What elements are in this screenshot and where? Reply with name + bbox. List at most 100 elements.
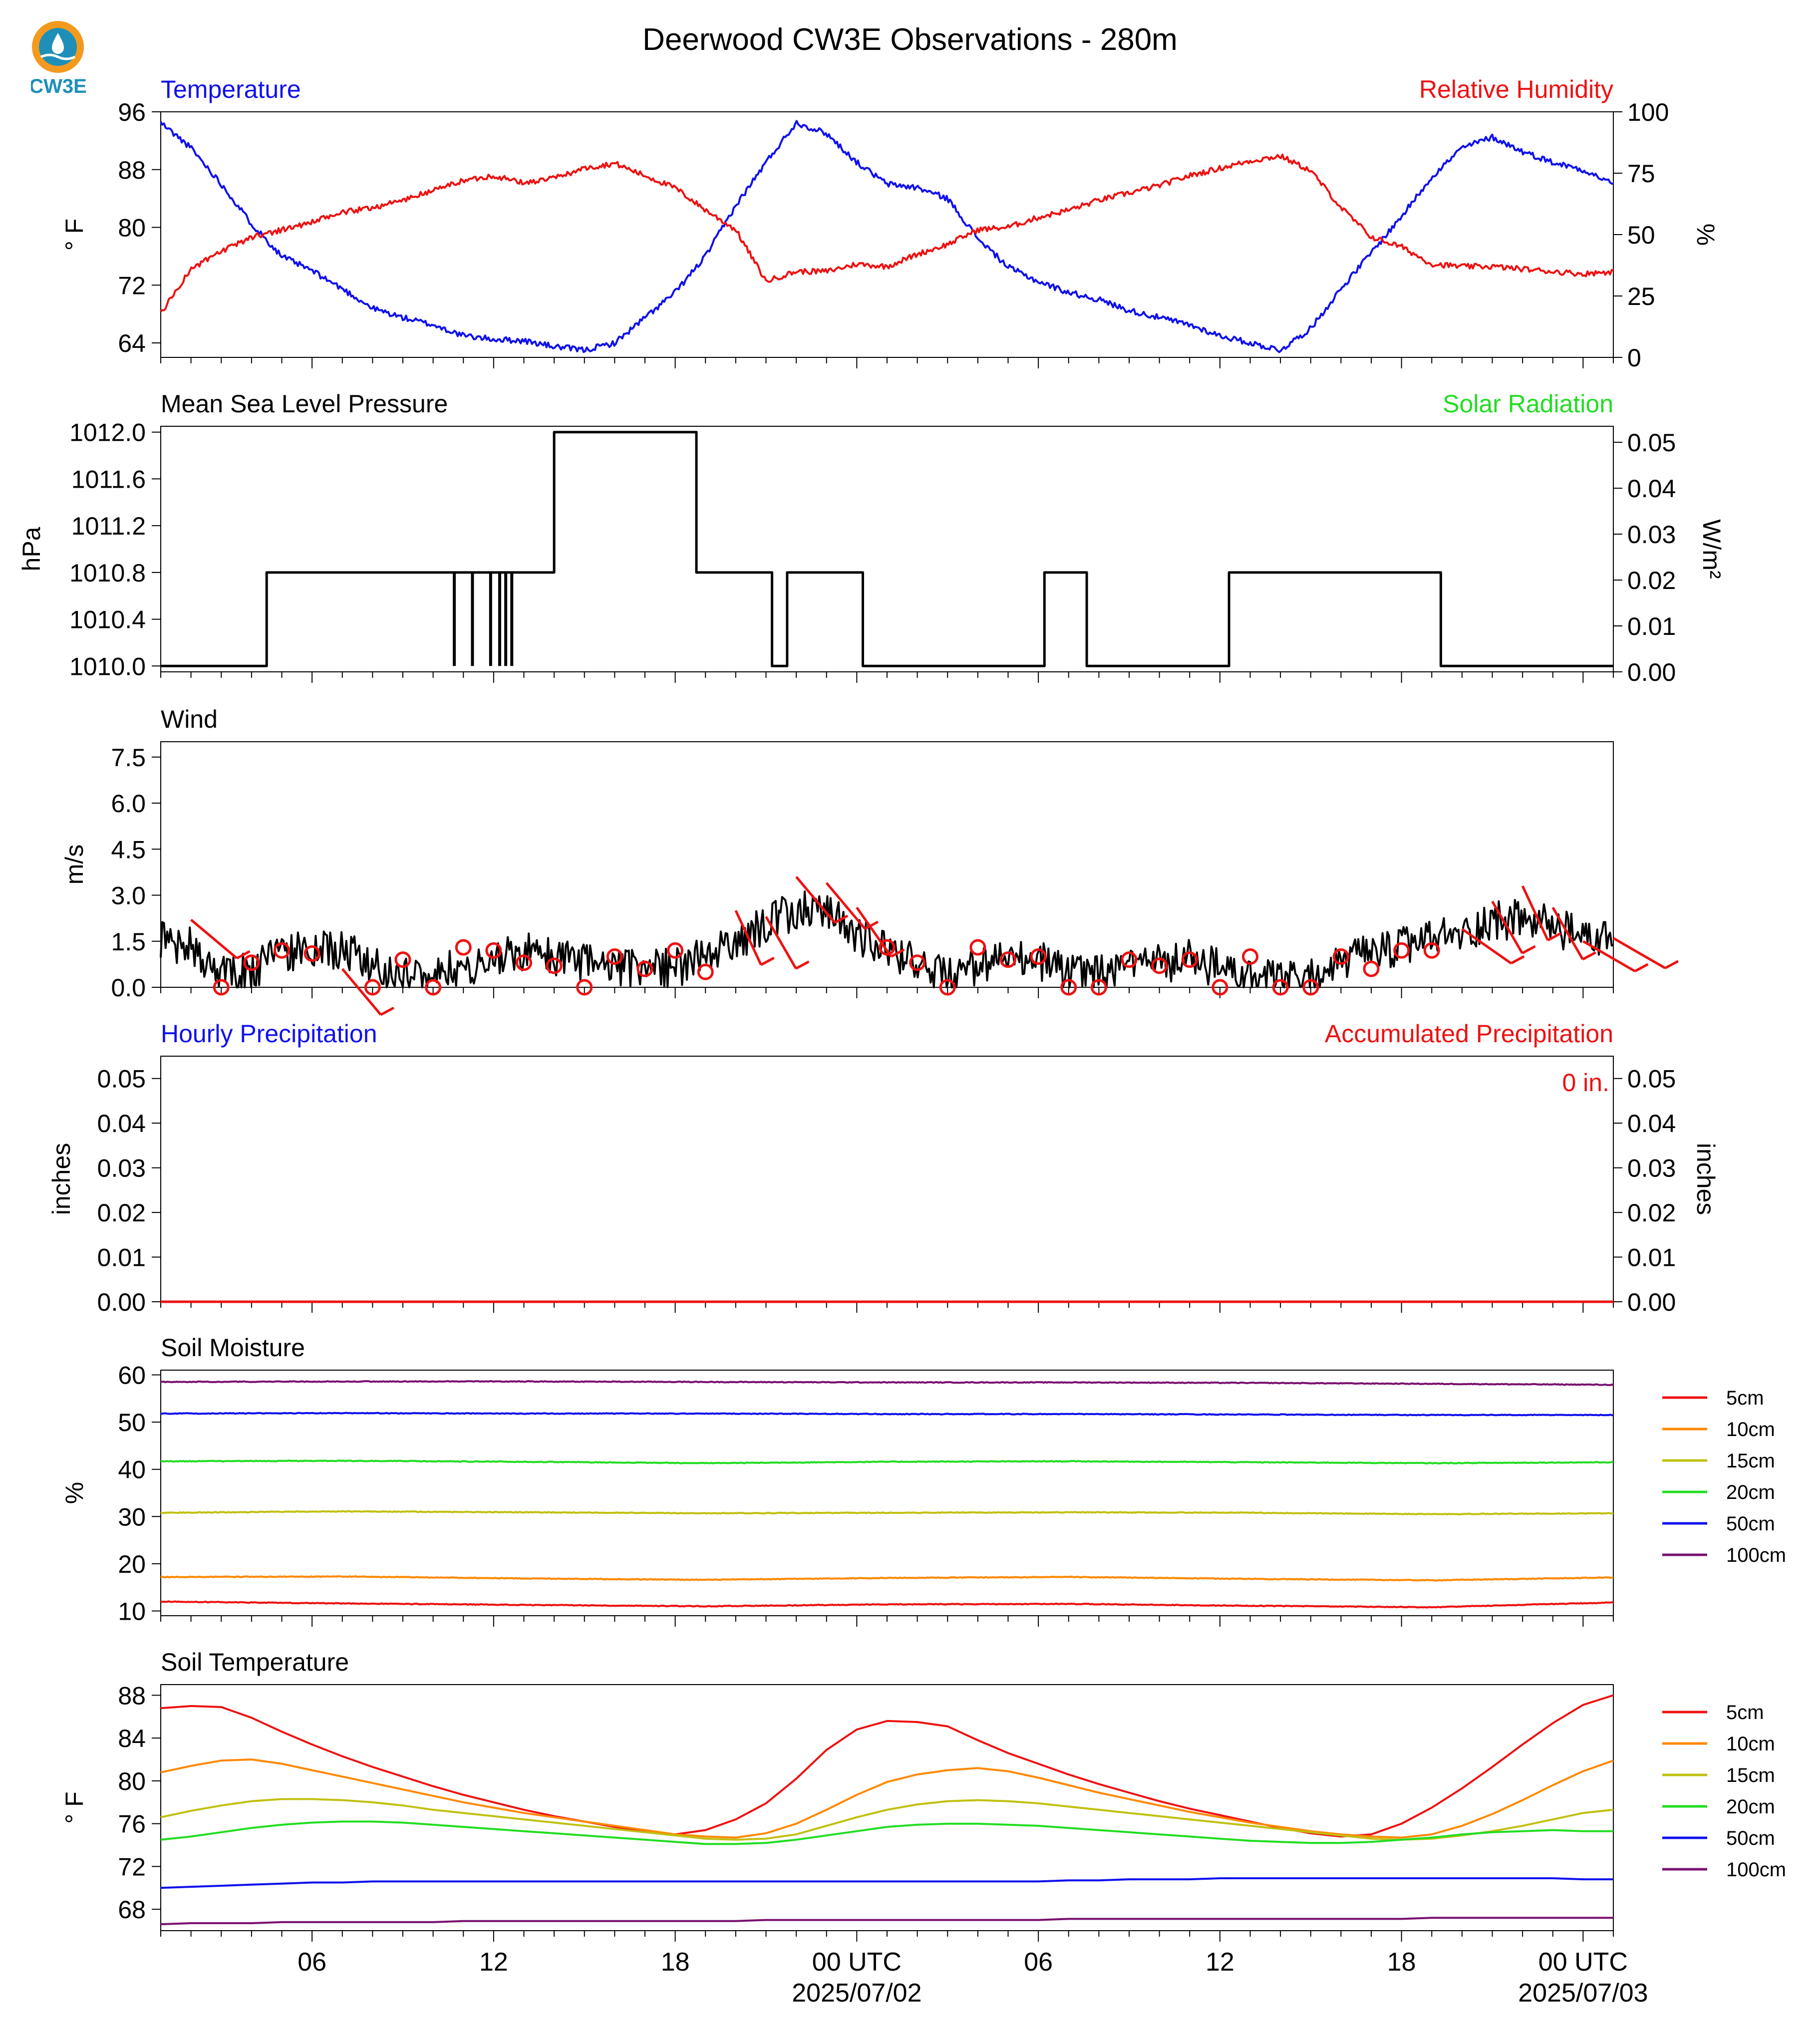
- wind-barb-calm: [455, 939, 472, 956]
- wind-barb-calm: [1423, 942, 1440, 959]
- precip-tick-label: 0.00: [97, 1288, 146, 1316]
- soil-temperature-line-20cm: [160, 1820, 1613, 1845]
- wind-barb-calm: [364, 979, 381, 996]
- hourly-precip-title: Hourly Precipitation: [161, 1020, 377, 1048]
- soil-moisture-line-100cm: [160, 1380, 1614, 1386]
- wind-barb-calm: [1242, 948, 1258, 965]
- wind-barb-calm: [1030, 948, 1047, 965]
- wind-barb-flag: [760, 956, 775, 966]
- soil-moisture-legend-label: 20cm: [1726, 1481, 1775, 1503]
- time-tick-label: 12: [479, 1948, 508, 1977]
- accum-axis-label: inches: [1692, 1143, 1720, 1215]
- wind-barb-calm: [1090, 979, 1107, 996]
- wind-barb-calm: [1151, 957, 1168, 974]
- humidity-title: Relative Humidity: [1419, 75, 1613, 103]
- wind-barb-calm: [697, 963, 714, 980]
- wind-tick-label: 6.0: [111, 790, 146, 818]
- wind-barb-calm: [1272, 979, 1289, 996]
- wind-barb-calm: [1000, 951, 1016, 968]
- soil-temperature-tick-label: 80: [118, 1767, 146, 1795]
- solar-tick-label-right: 0.04: [1627, 475, 1676, 503]
- wind-barb-staff: [1521, 885, 1549, 941]
- precip-axis-label: inches: [47, 1143, 75, 1215]
- precip-tick-label: 0.01: [97, 1244, 146, 1272]
- soil-moisture-line-20cm: [160, 1459, 1614, 1465]
- accum-tick-label-right: 0.05: [1627, 1065, 1676, 1093]
- soil-moisture-line-5cm: [160, 1600, 1614, 1609]
- pressure-tick-label: 1012.0: [69, 419, 146, 447]
- wind-barb-calm: [546, 957, 563, 974]
- soil-moisture-line-15cm: [161, 1510, 1614, 1515]
- solar-tick-label-right: 0.00: [1627, 658, 1676, 686]
- soil-temperature-line-50cm: [160, 1877, 1613, 1889]
- accum-tick-label-right: 0.00: [1627, 1288, 1676, 1316]
- temperature-title: Temperature: [161, 75, 301, 103]
- pressure-tick-label: 1010.8: [69, 559, 146, 587]
- soil-temperature-legend-label: 20cm: [1726, 1796, 1775, 1818]
- soil-moisture-tick-label: 40: [118, 1456, 146, 1484]
- wind-barb-staff: [1551, 906, 1584, 960]
- wind-tick-label: 4.5: [111, 836, 146, 864]
- temperature-axis-label: ° F: [60, 219, 88, 251]
- temperature-tick-label: 96: [118, 98, 146, 126]
- wind-barb-calm: [303, 945, 320, 962]
- precip-tick-label: 0.03: [97, 1155, 146, 1182]
- wind-barb-staff: [795, 875, 836, 924]
- humidity-tick-label-right: 100: [1627, 98, 1669, 126]
- soil-temperature-line-100cm: [160, 1917, 1613, 1926]
- wind-barb-calm: [667, 942, 684, 959]
- wind-barb-flag: [891, 948, 905, 958]
- time-tick-label: 18: [1387, 1948, 1416, 1977]
- wind-barb-calm: [425, 979, 442, 996]
- wind-barb-calm: [243, 954, 260, 971]
- logo-text: CW3E: [31, 75, 87, 97]
- wind-barb-calm: [1212, 979, 1228, 996]
- soil-moisture-tick-label: 50: [118, 1409, 146, 1437]
- wind-barb-calm: [213, 979, 230, 996]
- soil-moisture-legend-label: 100cm: [1726, 1544, 1786, 1566]
- wind-title: Wind: [161, 705, 218, 733]
- soil-moisture-tick-label: 10: [118, 1598, 146, 1626]
- wind-barb-calm: [1121, 951, 1138, 968]
- wind-tick-label: 7.5: [111, 744, 146, 772]
- wind-barb-flag: [380, 1006, 395, 1016]
- wind-barb-calm: [394, 951, 411, 968]
- time-tick-label: 00 UTC: [1538, 1948, 1628, 1977]
- temperature-tick-label: 88: [118, 156, 146, 184]
- solar-title: Solar Radiation: [1443, 390, 1613, 418]
- wind-tick-label: 1.5: [111, 928, 146, 956]
- wind-barb-staff: [825, 882, 866, 930]
- soil-temperature-legend-label: 10cm: [1726, 1733, 1775, 1755]
- time-tick-label: 12: [1206, 1948, 1234, 1977]
- pressure-tick-label: 1010.0: [69, 652, 146, 680]
- wind-axis-label: m/s: [60, 845, 88, 885]
- wind-barb-calm: [1393, 942, 1410, 959]
- accumulated-precip-title: Accumulated Precipitation: [1325, 1020, 1613, 1048]
- wind-barb-calm: [909, 954, 926, 971]
- soil-moisture-line-50cm: [160, 1412, 1614, 1417]
- soil-moisture-legend-label: 50cm: [1726, 1513, 1775, 1535]
- soil-moisture-tick-label: 60: [118, 1361, 146, 1389]
- date-label: 2025/07/02: [792, 1979, 921, 2008]
- panel-frame-2: [160, 426, 1614, 672]
- wind-barb-staff: [190, 918, 238, 959]
- soil-moisture-legend-label: 5cm: [1726, 1387, 1764, 1409]
- wind-barb-flag: [236, 950, 251, 960]
- humidity-tick-label-right: 50: [1627, 221, 1655, 249]
- time-tick-label: 18: [661, 1948, 690, 1977]
- solar-tick-label-right: 0.05: [1627, 429, 1676, 457]
- soil-moisture-tick-label: 30: [118, 1503, 146, 1531]
- wind-tick-label: 3.0: [111, 882, 146, 910]
- pressure-axis-label: hPa: [17, 527, 45, 571]
- soil-temperature-axis-label: ° F: [60, 1791, 88, 1823]
- humidity-tick-label-right: 0: [1627, 344, 1641, 372]
- wind-barb-calm: [1060, 979, 1077, 996]
- soil-temperature-legend-label: 5cm: [1726, 1702, 1764, 1724]
- soil-moisture-legend-label: 15cm: [1726, 1450, 1775, 1472]
- pressure-tick-label: 1011.6: [71, 465, 146, 493]
- humidity-tick-label-right: 75: [1627, 160, 1655, 188]
- wind-barb-flag: [1634, 963, 1649, 972]
- time-tick-label: 06: [1024, 1948, 1053, 1977]
- temperature-tick-label: 72: [118, 272, 146, 299]
